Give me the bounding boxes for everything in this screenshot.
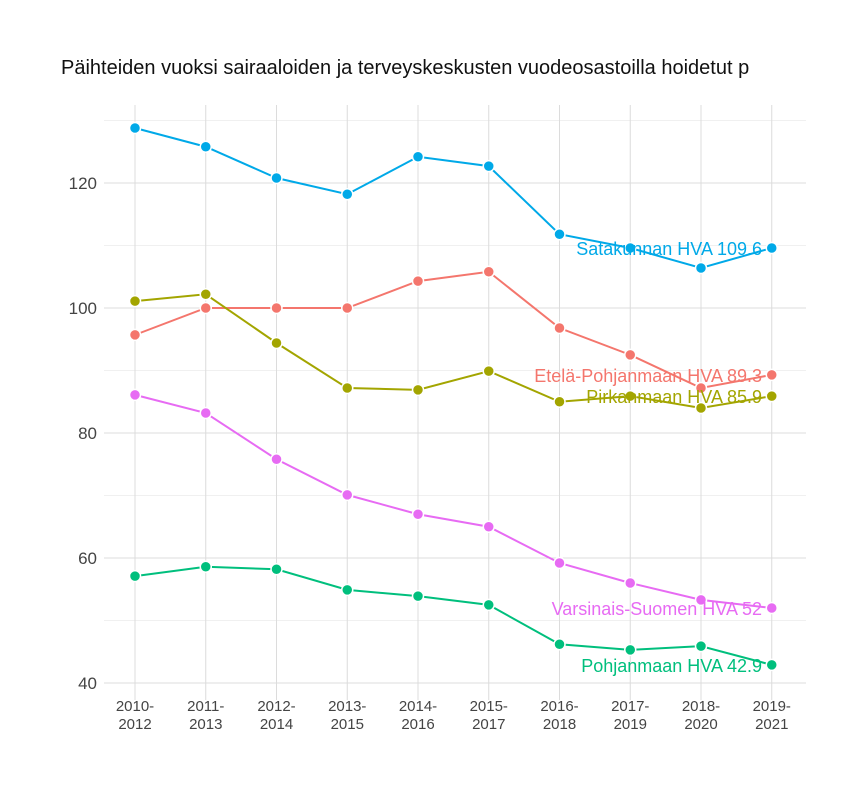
x-tick-label: 2010-	[116, 698, 154, 715]
data-point	[624, 576, 637, 590]
series-end-label: Varsinais-Suomen HVA 52	[552, 599, 762, 619]
data-point	[128, 121, 142, 135]
data-point	[624, 643, 637, 657]
data-point	[128, 294, 142, 308]
data-point	[199, 140, 212, 153]
y-tick-label: 60	[78, 549, 97, 568]
data-point	[694, 381, 708, 395]
x-tick-label: 2014-	[399, 698, 437, 715]
data-point	[482, 265, 495, 278]
data-point	[341, 488, 354, 502]
data-point	[482, 520, 495, 533]
series-end-label: Pirkanmaan HVA 85.9	[586, 387, 762, 407]
x-tick-label: 2011-	[187, 698, 224, 715]
x-tick-label: 2020	[684, 716, 717, 733]
data-point	[624, 241, 637, 255]
data-point	[270, 301, 283, 315]
x-tick-label: 2021	[755, 716, 788, 733]
x-tick-label: 2017-	[611, 698, 649, 715]
data-point	[199, 560, 212, 573]
data-point	[694, 261, 708, 275]
data-point	[553, 556, 566, 570]
data-point	[765, 241, 778, 255]
data-point	[624, 389, 637, 403]
data-point	[341, 188, 354, 201]
x-tick-label: 2013-	[328, 698, 366, 715]
x-tick-label: 2017	[472, 716, 505, 733]
y-tick-label: 120	[69, 174, 97, 193]
y-tick-label: 100	[69, 299, 97, 318]
data-point	[765, 368, 778, 382]
y-tick-label: 80	[78, 424, 97, 443]
data-point	[694, 593, 708, 607]
data-point	[199, 406, 212, 420]
x-tick-label: 2016	[401, 716, 434, 733]
series-line	[134, 270, 772, 390]
data-point	[341, 301, 354, 315]
data-point	[553, 395, 566, 408]
data-point	[128, 569, 142, 583]
x-tick-label: 2015-	[470, 698, 508, 715]
x-tick-label: 2018	[543, 716, 576, 733]
data-point	[341, 381, 354, 395]
x-tick-label: 2012	[118, 716, 151, 733]
x-tick-label: 2019-	[753, 698, 791, 715]
data-point	[411, 589, 425, 603]
x-tick-label: 2013	[189, 716, 222, 733]
x-tick-label: 2016-	[540, 698, 578, 715]
data-point	[765, 658, 778, 672]
data-point	[553, 638, 566, 651]
data-point	[482, 598, 495, 612]
data-point	[765, 389, 778, 403]
data-point	[411, 150, 425, 163]
data-point	[199, 288, 212, 301]
series-end-label: Etelä-Pohjanmaan HVA 89.3	[534, 366, 762, 386]
data-point	[624, 348, 637, 362]
x-tick-label: 2015	[331, 716, 364, 733]
data-point	[411, 274, 425, 288]
data-point	[270, 453, 283, 466]
series-line	[134, 293, 772, 410]
data-point	[765, 601, 778, 615]
series-end-label: Pohjanmaan HVA 42.9	[581, 656, 762, 676]
data-point	[199, 301, 212, 315]
data-point	[411, 383, 425, 397]
x-tick-label: 2018-	[682, 698, 720, 715]
data-point	[482, 364, 495, 378]
x-tick-label: 2012-	[257, 698, 295, 715]
series-end-label: Satakunnan HVA 109.6	[576, 239, 762, 259]
y-tick-label: 40	[78, 674, 97, 693]
chart-title: Päihteiden vuoksi sairaaloiden ja tervey…	[61, 57, 750, 79]
data-point	[270, 563, 283, 576]
series-line	[134, 393, 772, 609]
series-line	[134, 565, 773, 666]
x-tick-label: 2019	[614, 716, 647, 733]
data-point	[553, 321, 566, 335]
data-point	[341, 583, 354, 597]
x-tick-label: 2014	[260, 716, 293, 733]
series-line	[134, 127, 773, 270]
data-point	[553, 228, 566, 241]
data-point	[411, 508, 425, 521]
data-point	[694, 639, 708, 653]
data-point	[128, 328, 142, 342]
data-point	[482, 159, 495, 173]
data-point	[128, 388, 142, 402]
data-point	[270, 336, 283, 350]
data-point	[270, 171, 283, 185]
data-point	[694, 401, 708, 415]
